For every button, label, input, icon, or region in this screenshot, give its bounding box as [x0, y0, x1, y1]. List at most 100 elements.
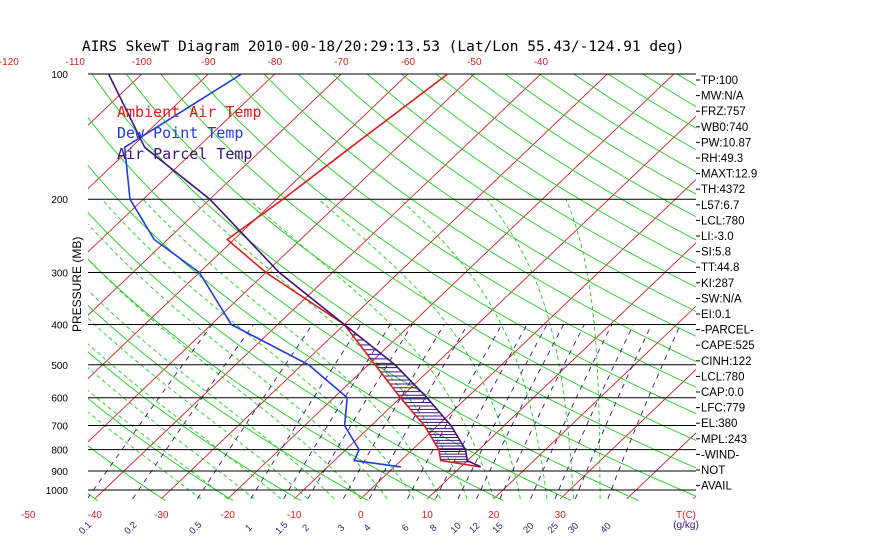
dry-adiabat-line: [366, 74, 696, 288]
sidebar-index: WB0:740: [701, 122, 748, 134]
sidebar-index: FRZ:757: [701, 106, 746, 118]
mixing-ratio-line: [457, 324, 548, 499]
mixing-ratio-line: [530, 324, 613, 499]
isotherm-line: [426, 242, 696, 500]
moist-adiabat-line: [565, 199, 601, 499]
pressure-tick-label: 600: [51, 394, 68, 405]
bottom-temp-tick-label: 0: [358, 510, 364, 521]
mixing-ratio-tick-label: 1.5: [273, 520, 290, 537]
sidebar-index: -PARCEL-: [701, 325, 754, 337]
mixing-ratio-tick-label: 2: [300, 522, 312, 534]
top-temp-tick-label: -60: [401, 57, 416, 68]
dry-adiabat-line: [642, 74, 696, 108]
pressure-tick-label: 1000: [46, 486, 69, 497]
top-temp-tick-label: -110: [66, 57, 86, 68]
sounding-indices: TP:100 MW:N/A FRZ:757 WB0:740 PW:10.87 RH:49.…: [696, 75, 757, 493]
moist-adiabat-line: [101, 198, 415, 500]
dry-adiabat-line: [332, 74, 696, 312]
sidebar-index: EI:0.1: [701, 309, 731, 321]
mixing-ratio-lines: [88, 324, 681, 500]
sidebar-index: SI:5.8: [701, 247, 731, 259]
mixing-ratio-line: [307, 324, 413, 500]
mixing-ratio-tick-label: 10: [448, 521, 463, 536]
chart-title: AIRS SkewT Diagram 2010-00-18/20:29:13.5…: [82, 39, 684, 55]
isotherm-line: [626, 432, 696, 500]
bottom-temp-tick-label: 10: [422, 510, 434, 521]
mixing-ratio-line: [283, 324, 391, 500]
temp-unit-label: T(C): [676, 510, 696, 521]
bottom-temp-tick-label: -40: [88, 510, 103, 521]
dry-adiabat-line: [401, 74, 696, 264]
moist-adiabat-line: [88, 389, 228, 500]
moist-adiabat-line: [88, 223, 388, 500]
mixing-ratio-line: [435, 324, 528, 500]
mixing-ratio-line: [574, 324, 653, 499]
bottom-temp-tick-label: -30: [154, 510, 169, 521]
cape-hatch: [348, 329, 471, 463]
sidebar-index: PW:10.87: [701, 137, 751, 149]
legend-entry: Air Parcel Temp: [117, 145, 252, 163]
isobar-lines: [88, 73, 696, 491]
dry-adiabat-line: [0, 74, 30, 501]
sidebar-index: TP:100: [701, 75, 738, 87]
sidebar-index: MW:N/A: [701, 91, 744, 103]
mixing-ratio-tick-label: 0.2: [122, 520, 139, 537]
moist-adiabat-line: [88, 367, 255, 500]
legend-entry: Dew Point Temp: [117, 124, 243, 142]
sidebar-index: L57:6.7: [701, 200, 739, 212]
sidebar-index: EL:380: [701, 418, 737, 430]
mixing-ratio-tick-label: 12: [467, 521, 482, 536]
sidebar-index: TH:4372: [701, 184, 745, 196]
sidebar-index: LFC:779: [701, 403, 745, 415]
dry-adiabat-line: [194, 74, 696, 415]
isotherm-line: [94, 74, 542, 500]
legend: Ambient Air Temp Dew Point Temp Air Parcel…: [117, 103, 262, 163]
dry-adiabat-line: [297, 74, 696, 337]
sidebar-index: MPL:243: [701, 434, 747, 446]
isotherm-line: [160, 74, 608, 500]
moist-adiabat-line: [88, 411, 202, 500]
pressure-tick-label: 500: [51, 361, 68, 372]
dry-adiabat-line: [470, 74, 696, 218]
moist-adiabat-line: [486, 198, 574, 499]
moist-adiabat-line: [88, 258, 362, 500]
mixing-ratio-line: [342, 324, 445, 500]
mixing-ratio-tick-label: 1: [243, 522, 255, 534]
sidebar-index: LCL:780: [701, 371, 744, 383]
mixing-ratio-line: [197, 324, 313, 500]
mixing-ratio-tick-label: 0.1: [77, 520, 94, 537]
sidebar-index: KI:287: [701, 278, 734, 290]
top-temp-tick-label: -80: [268, 57, 283, 68]
isotherm-line: [493, 305, 696, 500]
moist-adiabat-line: [88, 317, 308, 500]
dry-adiabat-line: [229, 74, 696, 388]
moist-adiabat-line: [190, 198, 468, 499]
mixing-ratio-line: [607, 324, 681, 499]
sidebar-index: CAPE:525: [701, 340, 755, 352]
sidebar-index: MAXT:12.9: [701, 169, 757, 181]
y-axis-label: PRESSURE (MB): [70, 237, 84, 332]
isotherm-line: [88, 74, 409, 380]
sidebar-index: CINH:122: [701, 356, 752, 368]
dry-adiabat-line: [263, 74, 696, 362]
air-parcel-temp-line: [107, 74, 482, 468]
mixing-ratio-tick-label: 6: [400, 522, 412, 534]
mixing-ratio-tick-label: 15: [490, 521, 505, 536]
mixing-ratio-line: [132, 324, 254, 500]
moist-adiabat-line: [142, 198, 441, 499]
mixing-ratio-line: [368, 324, 469, 500]
top-temp-tick-label: -90: [201, 57, 216, 68]
sidebar-index: LI:-3.0: [701, 231, 734, 243]
mixing-unit-label: (g/kg): [673, 520, 699, 531]
mixing-ratio-line: [554, 324, 634, 499]
isotherm-line: [760, 65, 870, 499]
sidebar-index: NOT: [701, 465, 725, 477]
top-temp-tick-label: -100: [132, 57, 152, 68]
pressure-tick-label: 900: [51, 467, 68, 478]
dry-adiabat-line: [160, 74, 696, 441]
pressure-tick-label: 700: [51, 422, 68, 433]
dry-adiabat-line: [435, 74, 696, 241]
mixing-ratio-line: [407, 324, 503, 500]
